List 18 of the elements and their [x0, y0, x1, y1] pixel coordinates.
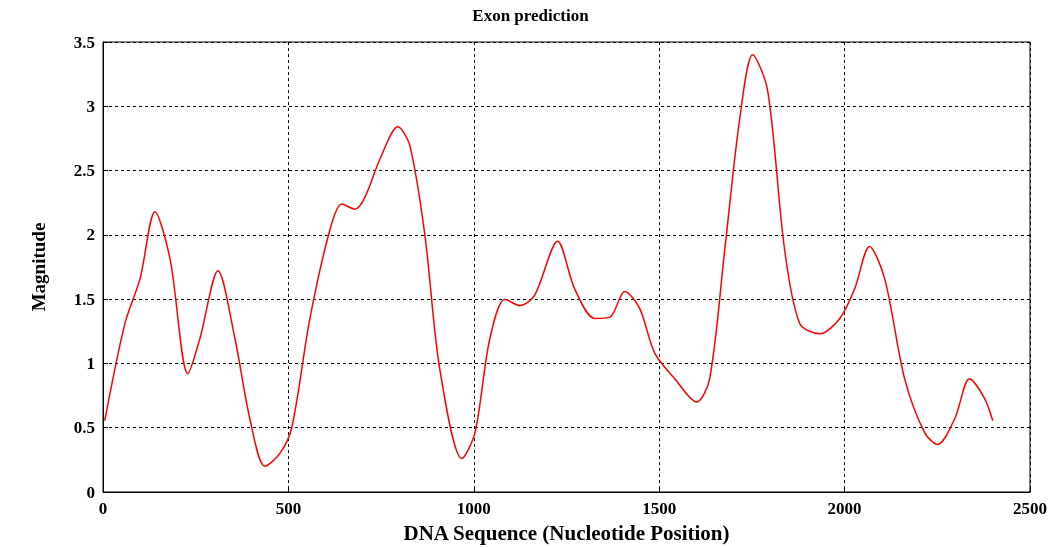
x-tick-label: 1000 — [456, 499, 491, 518]
x-axis-title: DNA Sequence (Nucleotide Position) — [403, 520, 730, 545]
x-tick-label: 2000 — [827, 499, 862, 518]
y-axis-title: Magnitude — [28, 222, 49, 312]
line-series — [104, 54, 994, 468]
y-tick-label: 3.5 — [73, 32, 95, 52]
x-tick-label: 1500 — [642, 499, 677, 518]
x-tick-label: 500 — [275, 499, 302, 518]
chart-title: Exon prediction — [472, 6, 590, 25]
y-tick-label: 1.5 — [73, 289, 95, 309]
y-tick-label: 1 — [86, 353, 95, 373]
y-tick-label: 2 — [86, 225, 95, 245]
y-tick-label: 0 — [86, 482, 95, 502]
y-tick-label: 0.5 — [73, 418, 95, 438]
x-tick-label: 2500 — [1013, 499, 1047, 518]
y-tick-label: 3 — [86, 96, 95, 116]
y-tick-label: 2.5 — [73, 161, 95, 181]
x-tick-label: 0 — [98, 499, 108, 518]
